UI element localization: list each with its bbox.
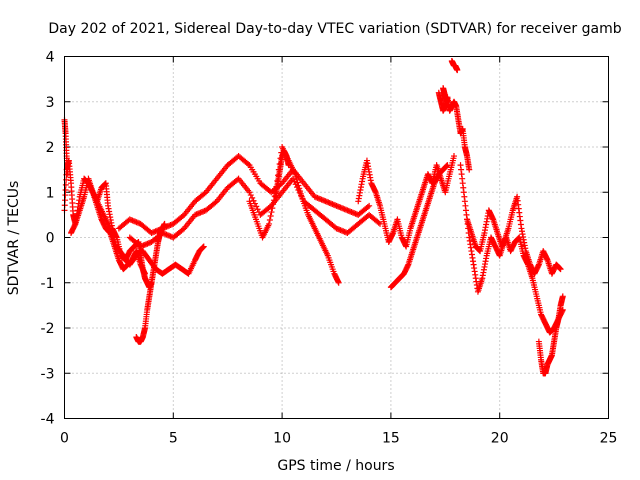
- series-track-i: [355, 153, 458, 250]
- data-point: [297, 188, 304, 195]
- plot-frame: [64, 56, 609, 419]
- series-track-l: [448, 58, 461, 74]
- data-point: [335, 279, 342, 286]
- data-point: [270, 197, 277, 204]
- y-tick-label: -1: [41, 276, 55, 292]
- series-track-m: [457, 162, 564, 295]
- data-point: [557, 266, 564, 273]
- data-point: [266, 220, 273, 227]
- y-axis-label: SDTVAR / TECUs: [6, 181, 22, 296]
- data-point: [247, 192, 254, 199]
- data-point: [270, 201, 277, 208]
- y-tick-label: -3: [41, 366, 55, 382]
- data-point: [62, 181, 69, 188]
- data-point: [201, 190, 208, 197]
- y-tick-label: 4: [46, 50, 55, 66]
- data-point: [285, 162, 292, 169]
- data-point: [254, 206, 261, 213]
- data-point: [366, 202, 373, 209]
- data-point: [200, 243, 207, 250]
- marks-layer: [61, 58, 566, 377]
- series-track-f: [126, 175, 384, 250]
- data-point: [253, 203, 260, 210]
- data-point: [266, 216, 273, 223]
- data-point: [212, 199, 219, 206]
- data-point: [559, 293, 566, 300]
- data-point: [269, 205, 276, 212]
- data-point: [451, 153, 458, 160]
- data-point: [62, 197, 69, 204]
- data-point: [444, 98, 451, 105]
- data-point: [179, 226, 186, 233]
- grid-layer: [64, 56, 609, 419]
- y-tick-label: 3: [46, 95, 55, 111]
- y-tick-label: 0: [46, 231, 55, 247]
- data-point: [62, 192, 69, 199]
- data-point: [454, 67, 461, 74]
- data-point: [444, 162, 451, 169]
- chart-title: Day 202 of 2021, Sidereal Day-to-day VTE…: [48, 21, 621, 37]
- y-tick-label: 1: [46, 185, 55, 201]
- series-track-j: [387, 162, 451, 291]
- x-tick-label: 20: [491, 431, 509, 447]
- tick-layer: 0 5 10 15 20 25 -4 -3 -2 -1 0 1 2 3 4: [41, 50, 618, 447]
- data-point: [179, 213, 186, 220]
- data-point: [375, 219, 382, 226]
- data-point: [245, 160, 252, 167]
- data-point: [297, 190, 304, 197]
- y-tick-label: 2: [46, 140, 55, 156]
- data-point: [142, 270, 149, 277]
- data-point: [364, 203, 371, 210]
- x-tick-label: 25: [600, 431, 618, 447]
- x-tick-label: 15: [382, 431, 400, 447]
- data-point: [294, 179, 301, 186]
- data-point: [246, 189, 253, 196]
- data-point: [295, 182, 302, 189]
- data-point: [466, 166, 473, 173]
- x-axis-label: GPS time / hours: [277, 458, 394, 474]
- data-point: [62, 186, 69, 193]
- data-point: [292, 171, 299, 178]
- y-tick-label: -2: [41, 321, 55, 337]
- data-point: [296, 185, 303, 192]
- data-point: [249, 194, 256, 201]
- x-tick-label: 0: [60, 431, 69, 447]
- data-point: [267, 213, 274, 220]
- data-point: [64, 171, 71, 178]
- data-point: [268, 209, 275, 216]
- y-tick-label: -4: [41, 412, 55, 428]
- x-tick-label: 10: [273, 431, 291, 447]
- x-tick-label: 5: [169, 431, 178, 447]
- data-point: [292, 173, 299, 180]
- series-track-p: [440, 85, 451, 105]
- data-point: [293, 176, 300, 183]
- series-track-o: [535, 293, 566, 377]
- series-track-h: [272, 148, 292, 200]
